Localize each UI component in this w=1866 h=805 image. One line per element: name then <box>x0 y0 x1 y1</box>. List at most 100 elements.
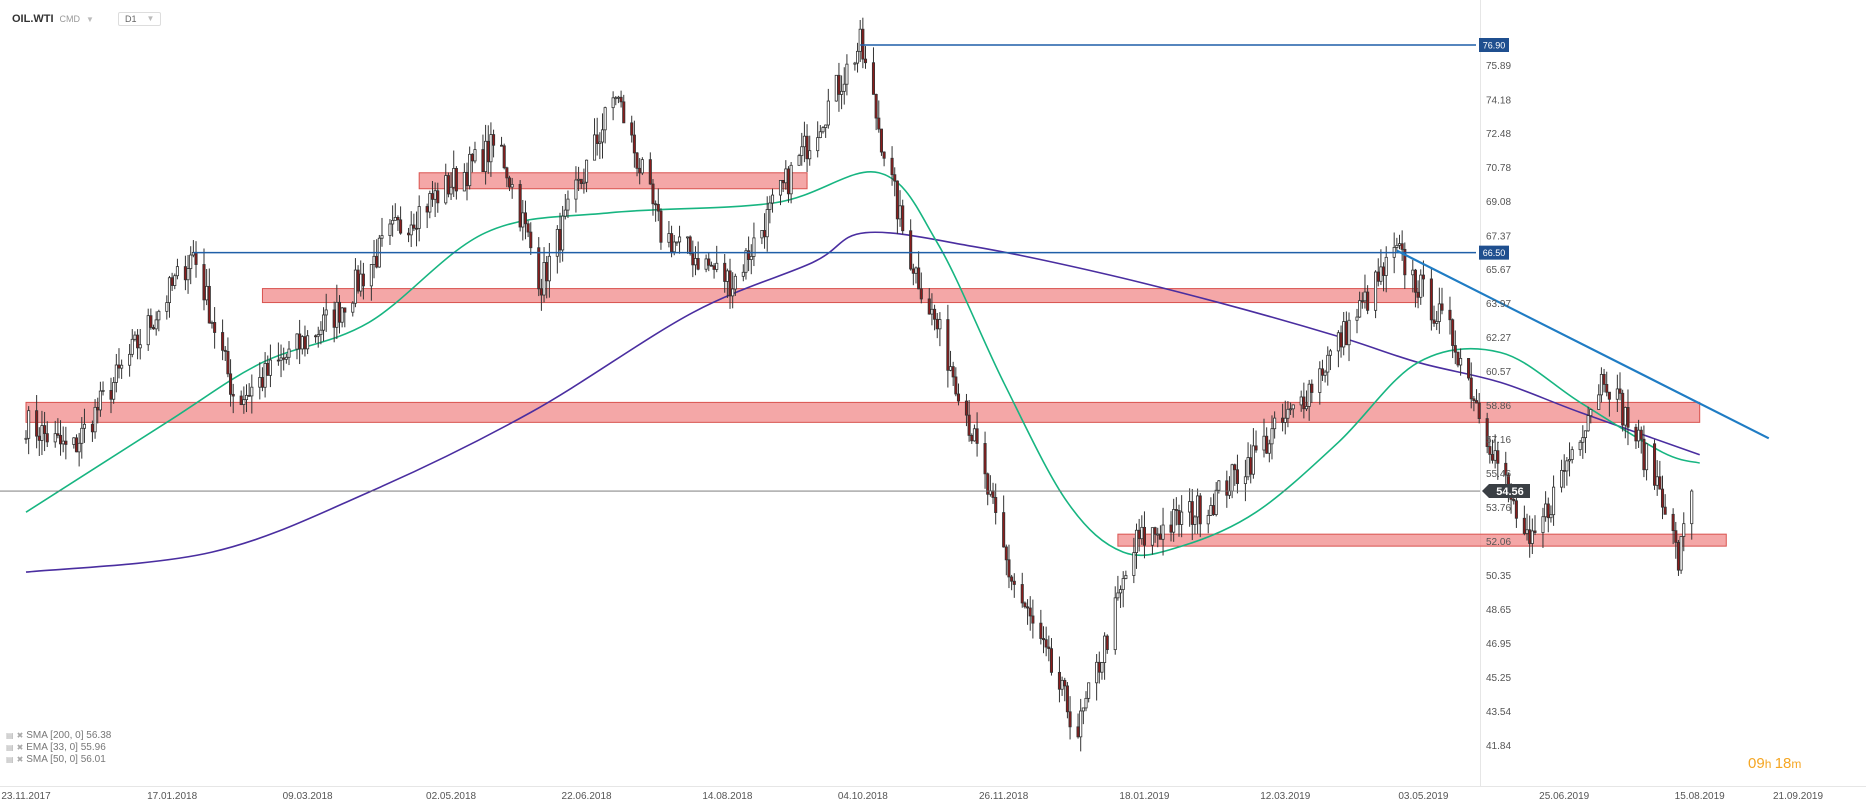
candle-bullish <box>821 127 825 133</box>
timeframe-select[interactable]: D1 ▼ <box>117 12 162 26</box>
trend-line <box>1396 249 1770 440</box>
x-tick-label: 21.09.2019 <box>1773 791 1823 802</box>
candle-bearish <box>1212 505 1216 516</box>
settings-icon[interactable]: ▤ <box>6 731 14 740</box>
candle-bullish <box>484 140 488 173</box>
candle-bearish <box>956 393 961 402</box>
candle-bullish <box>1583 430 1587 439</box>
candle-bearish <box>986 473 990 495</box>
candle-bullish <box>98 390 102 411</box>
candle-bearish <box>691 253 695 266</box>
candle-bearish <box>1528 529 1532 544</box>
y-tick-label: 41.84 <box>1486 741 1511 752</box>
indicator-row[interactable]: ▤ ✖ EMA [33, 0] 55.96 <box>6 742 111 754</box>
candle-bearish <box>805 135 809 160</box>
candle-bullish <box>1291 404 1295 410</box>
candle-bullish <box>853 62 857 65</box>
close-icon[interactable]: ✖ <box>16 731 24 740</box>
x-tick-label: 14.08.2018 <box>702 791 752 802</box>
candle-bullish <box>1132 552 1136 576</box>
candle-bearish <box>247 394 251 397</box>
close-icon[interactable]: ✖ <box>16 743 24 752</box>
chevron-down-icon[interactable]: ▼ <box>86 14 94 24</box>
candle-bearish <box>781 179 785 184</box>
candle-bullish <box>250 386 254 397</box>
candle-bullish <box>189 254 193 269</box>
close-icon[interactable]: ✖ <box>16 755 24 764</box>
candle-bullish <box>574 179 578 200</box>
candle-bullish <box>1209 505 1213 516</box>
candle-bearish <box>709 264 713 267</box>
candle-bearish <box>260 377 264 388</box>
candle-bearish <box>1254 445 1258 451</box>
candle-bearish <box>356 269 360 292</box>
chart-toolbar: OIL.WTI CMD ▼ D1 ▼ <box>12 10 162 28</box>
candle-bearish <box>1020 584 1024 604</box>
x-tick-label: 18.01.2019 <box>1119 791 1169 802</box>
candle-bullish <box>268 359 272 376</box>
candle-bullish <box>770 194 775 204</box>
candle-bearish <box>545 262 549 282</box>
y-tick-label: 70.78 <box>1486 163 1511 174</box>
candle-bullish <box>800 146 804 157</box>
candle-bearish <box>96 406 100 411</box>
settings-icon[interactable]: ▤ <box>6 755 14 764</box>
candle-bullish <box>1437 303 1441 322</box>
candle-bullish <box>731 288 735 297</box>
candle-bearish <box>1360 300 1364 303</box>
candle-bullish <box>510 184 514 188</box>
candle-bearish <box>1488 446 1492 455</box>
candle-bullish <box>1304 406 1309 410</box>
candle-bullish <box>1084 697 1088 709</box>
candle-bearish <box>1177 510 1181 525</box>
candle-bearish <box>74 437 79 453</box>
candle-bullish <box>133 334 137 340</box>
candle-bullish <box>1270 428 1274 445</box>
level-price-label: 66.50 <box>1483 248 1506 258</box>
candle-bullish <box>898 205 902 220</box>
settings-icon[interactable]: ▤ <box>6 743 14 752</box>
candle-bearish <box>375 255 379 268</box>
candle-bullish <box>1156 533 1160 536</box>
y-tick-label: 72.48 <box>1486 129 1511 140</box>
symbol-label[interactable]: OIL.WTI <box>12 13 54 25</box>
candle-bearish <box>151 327 156 330</box>
candle-bearish <box>954 376 958 395</box>
candle-bearish <box>893 174 897 182</box>
candle-bearish <box>837 74 841 95</box>
candle-bullish <box>1374 271 1378 311</box>
candle-bearish <box>1546 503 1550 519</box>
candle-bullish <box>93 406 97 433</box>
candle-bearish <box>1453 345 1457 353</box>
candle-bearish <box>763 230 767 238</box>
candle-bullish <box>1079 710 1083 738</box>
level-price-label: 76.90 <box>1483 41 1506 51</box>
y-tick-label: 60.57 <box>1486 367 1511 378</box>
indicator-row[interactable]: ▤ ✖ SMA [50, 0] 56.01 <box>6 754 111 766</box>
candle-bearish <box>871 62 876 95</box>
candle-bullish <box>417 206 421 229</box>
candle-bearish <box>983 443 987 475</box>
candle-bearish <box>454 168 458 192</box>
indicator-label: SMA [50, 0] 56.01 <box>26 754 106 765</box>
moving-average-line <box>25 171 1700 557</box>
candle-bullish <box>741 271 745 277</box>
candle-bearish <box>1320 368 1324 376</box>
candle-bullish <box>1124 575 1128 579</box>
candle-bullish <box>1299 396 1303 406</box>
candle-bullish <box>1615 388 1619 400</box>
indicator-row[interactable]: ▤ ✖ SMA [200, 0] 56.38 <box>6 730 111 742</box>
x-tick-label: 03.05.2019 <box>1398 791 1448 802</box>
candle-bullish <box>319 329 323 335</box>
indicator-label: EMA [33, 0] 55.96 <box>26 742 106 753</box>
candle-bullish <box>1397 243 1402 246</box>
candle-bullish <box>733 275 737 290</box>
candle-bullish <box>1645 443 1649 471</box>
candle-bearish <box>1477 402 1481 420</box>
x-tick-label: 22.06.2018 <box>562 791 612 802</box>
candle-bearish <box>707 258 711 266</box>
candle-bearish <box>1142 526 1146 546</box>
candle-bearish <box>558 228 562 251</box>
candle-bullish <box>242 399 246 405</box>
